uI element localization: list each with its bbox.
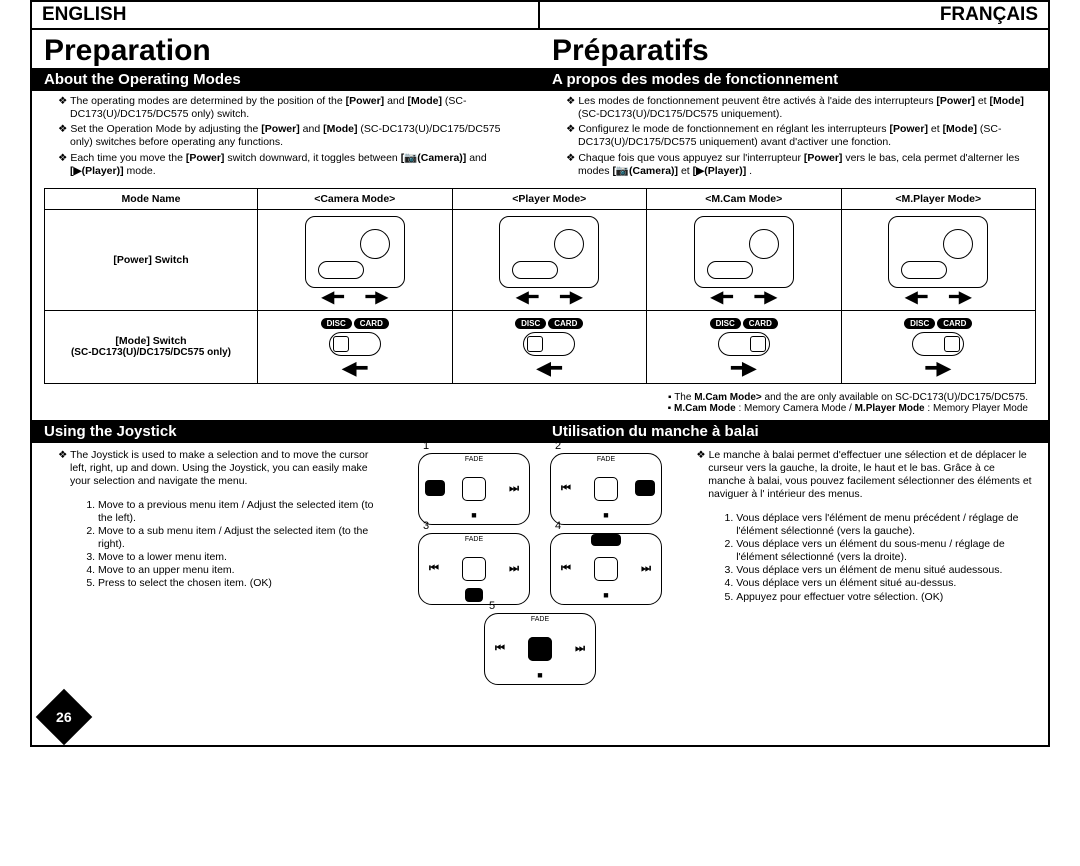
- joypad-2: 2FADE⏮⏭■: [550, 453, 662, 525]
- section1-left: About the Operating Modes: [32, 68, 540, 91]
- joystick-text-fr: Le manche à balai permet d'effectuer une…: [682, 443, 1048, 695]
- sec1-right-b3: Chaque fois que vous appuyez sur l'inter…: [566, 152, 1034, 178]
- lang-francais: FRANÇAIS: [540, 2, 1048, 30]
- joy-en-3: Move to a lower menu item.: [98, 551, 388, 564]
- mode-switch-label: [Mode] Switch: [51, 335, 251, 347]
- table-notes: The M.Cam Mode> and the are only availab…: [32, 390, 1048, 420]
- sec1-left-b1: The operating modes are determined by th…: [58, 95, 526, 121]
- arrow-icon: ◀━ ━▶: [848, 290, 1030, 306]
- mode-table: Mode Name <Camera Mode> <Player Mode> <M…: [44, 188, 1036, 384]
- mode-switch-icon: [523, 332, 575, 356]
- section1-body-right: Les modes de fonctionnement peuvent être…: [540, 91, 1048, 184]
- joy-intro-en: The Joystick is used to make a selection…: [58, 449, 388, 488]
- th-mplayer: <M.Player Mode>: [841, 188, 1036, 209]
- pill-card: CARD: [548, 318, 583, 329]
- joy-intro-fr: Le manche à balai permet d'effectuer une…: [696, 449, 1034, 502]
- lang-english: ENGLISH: [32, 2, 540, 30]
- joy-fr-2: Vous déplace vers un élément du sous-men…: [736, 538, 1034, 564]
- joy-fr-4: Vous déplace vers un élément situé au-de…: [736, 577, 1034, 590]
- joystick-diagrams: 1FADE⏮⏭■ 2FADE⏮⏭■ 3FADE⏮⏭■ 4FADE⏮⏭■ 5FAD…: [398, 443, 682, 695]
- arrow-left-icon: ◀━: [459, 358, 641, 379]
- pill-card: CARD: [937, 318, 972, 329]
- mode-player: DISCCARD ◀━: [452, 310, 647, 383]
- joypad-5: 5FADE⏮⏭■: [484, 613, 596, 685]
- arrow-icon: ◀━ ━▶: [264, 290, 446, 306]
- title-row: Preparation Préparatifs: [32, 30, 1048, 68]
- joypad-1: 1FADE⏮⏭■: [418, 453, 530, 525]
- title-left: Preparation: [32, 30, 540, 68]
- section1-right: A propos des modes de fonctionnement: [540, 68, 1048, 91]
- row-power-label: [Power] Switch: [45, 209, 258, 310]
- mode-mcam: DISCCARD ━▶: [647, 310, 842, 383]
- arrow-left-icon: ◀━: [264, 358, 446, 379]
- manual-page: ENGLISH FRANÇAIS Preparation Préparatifs…: [30, 0, 1050, 747]
- note1: The M.Cam Mode> and the are only availab…: [52, 392, 1028, 403]
- arrow-right-icon: ━▶: [848, 358, 1030, 379]
- mode-switch-icon: [718, 332, 770, 356]
- section2-left: Using the Joystick: [32, 420, 540, 443]
- joy-fr-1: Vous déplace vers l'élément de menu préc…: [736, 512, 1034, 538]
- pill-disc: DISC: [515, 318, 546, 329]
- th-mode-name: Mode Name: [45, 188, 258, 209]
- pill-disc: DISC: [710, 318, 741, 329]
- mode-switch-icon: [329, 332, 381, 356]
- sec1-right-b2: Configurez le mode de fonctionnement en …: [566, 123, 1034, 149]
- section1-body: The operating modes are determined by th…: [32, 91, 1048, 184]
- arrow-right-icon: ━▶: [653, 358, 835, 379]
- sec1-right-b1: Les modes de fonctionnement peuvent être…: [566, 95, 1034, 121]
- language-header: ENGLISH FRANÇAIS: [32, 2, 1048, 30]
- joypad-3: 3FADE⏮⏭■: [418, 533, 530, 605]
- joy-en-2: Move to a sub menu item / Adjust the sel…: [98, 525, 388, 551]
- th-camera: <Camera Mode>: [258, 188, 453, 209]
- title-right: Préparatifs: [540, 30, 1048, 68]
- th-mcam: <M.Cam Mode>: [647, 188, 842, 209]
- note2: M.Cam Mode : Memory Camera Mode / M.Play…: [52, 403, 1028, 414]
- power-mcam: ◀━ ━▶: [647, 209, 842, 310]
- joystick-text-en: The Joystick is used to make a selection…: [32, 443, 398, 695]
- joypad-4: 4FADE⏮⏭■: [550, 533, 662, 605]
- section1-body-left: The operating modes are determined by th…: [32, 91, 540, 184]
- row-mode-label: [Mode] Switch (SC-DC173(U)/DC175/DC575 o…: [45, 310, 258, 383]
- joy-fr-3: Vous déplace vers un élément de menu sit…: [736, 564, 1034, 577]
- switch-icon: [694, 216, 794, 288]
- pill-card: CARD: [354, 318, 389, 329]
- joy-en-4: Move to an upper menu item.: [98, 564, 388, 577]
- section2-right: Utilisation du manche à balai: [540, 420, 1048, 443]
- section2-header: Using the Joystick Utilisation du manche…: [32, 420, 1048, 443]
- pill-disc: DISC: [321, 318, 352, 329]
- pill-disc: DISC: [904, 318, 935, 329]
- page-number: 26: [56, 709, 72, 725]
- switch-icon: [888, 216, 988, 288]
- power-player: ◀━ ━▶: [452, 209, 647, 310]
- pill-card: CARD: [743, 318, 778, 329]
- mode-camera: DISCCARD ◀━: [258, 310, 453, 383]
- mode-mplayer: DISCCARD ━▶: [841, 310, 1036, 383]
- arrow-icon: ◀━ ━▶: [459, 290, 641, 306]
- section2-body: The Joystick is used to make a selection…: [32, 443, 1048, 695]
- mode-switch-note: (SC-DC173(U)/DC175/DC575 only): [51, 347, 251, 358]
- switch-icon: [305, 216, 405, 288]
- power-mplayer: ◀━ ━▶: [841, 209, 1036, 310]
- joy-fr-5: Appuyez pour effectuer votre sélection. …: [736, 591, 1034, 604]
- sec1-left-b3: Each time you move the [Power] switch do…: [58, 152, 526, 178]
- joy-en-5: Press to select the chosen item. (OK): [98, 577, 388, 590]
- section1-header: About the Operating Modes A propos des m…: [32, 68, 1048, 91]
- power-camera: ◀━ ━▶: [258, 209, 453, 310]
- joy-en-1: Move to a previous menu item / Adjust th…: [98, 499, 388, 525]
- arrow-icon: ◀━ ━▶: [653, 290, 835, 306]
- th-player: <Player Mode>: [452, 188, 647, 209]
- sec1-left-b2: Set the Operation Mode by adjusting the …: [58, 123, 526, 149]
- switch-icon: [499, 216, 599, 288]
- mode-switch-icon: [912, 332, 964, 356]
